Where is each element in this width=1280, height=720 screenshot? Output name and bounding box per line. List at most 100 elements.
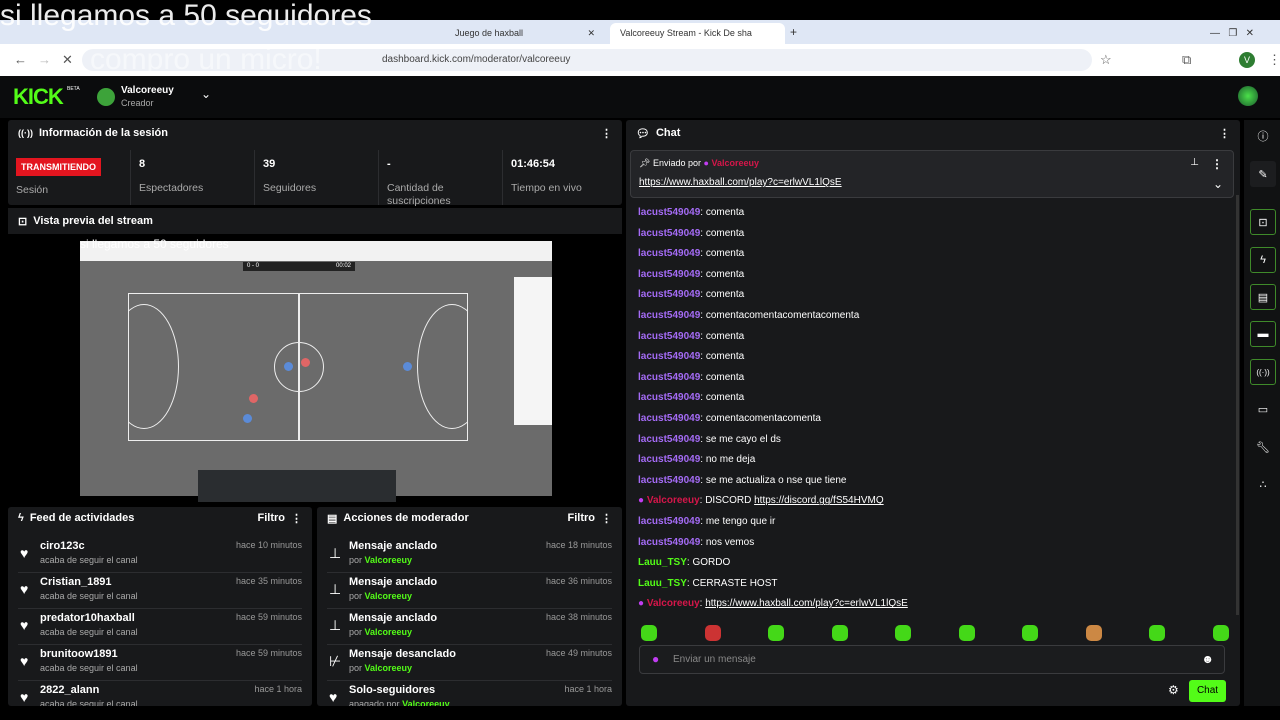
chat-message: ● Valcoreeuy: DISCORD https://discord.gg… [638, 495, 884, 507]
emote-button[interactable] [768, 625, 784, 641]
follower-name[interactable]: predator10haxball [40, 612, 135, 624]
moderator-name[interactable]: Valcoreeuy [364, 663, 413, 673]
chevron-down-icon[interactable]: ⌄ [201, 87, 212, 101]
chat-link[interactable]: https://discord.gg/fS54HVMQ [754, 495, 884, 507]
chat-username[interactable]: lacust549049 [638, 454, 701, 466]
more-options-icon[interactable]: ⋮ [601, 127, 612, 140]
emote-button[interactable] [1212, 625, 1229, 641]
emoji-icon[interactable]: ☻ [1201, 652, 1214, 666]
chat-username[interactable]: lacust549049 [638, 207, 701, 218]
info-icon[interactable]: ⓘ [1257, 131, 1269, 143]
status-badge: TRANSMITIENDO [16, 158, 101, 176]
extensions-icon[interactable]: ⧉ [1182, 52, 1192, 67]
moderator-name[interactable]: Valcoreeuy [364, 627, 413, 637]
new-tab-button[interactable]: + [790, 25, 798, 39]
url-input[interactable]: dashboard.kick.com/moderator/valcoreeuy [82, 49, 1092, 71]
moderator-name[interactable]: Valcoreeuy [364, 591, 413, 601]
edit-pencil-icon[interactable]: ✎ [1250, 161, 1276, 187]
channel-avatar [97, 88, 115, 106]
emote-button[interactable] [1022, 625, 1038, 641]
nodes-icon[interactable]: ∴ [1259, 478, 1267, 491]
chat-username[interactable]: lacust549049 [638, 371, 701, 383]
profile-avatar[interactable]: V [1239, 52, 1255, 68]
lightning-toggle-icon[interactable]: ϟ [1250, 247, 1276, 273]
moderator-name[interactable]: Valcoreeuy [364, 555, 413, 565]
user-avatar[interactable] [1238, 86, 1258, 106]
menu-dots-icon[interactable]: ⋮ [1268, 52, 1280, 67]
emote-button[interactable] [895, 625, 911, 641]
chat-message: lacust549049: me tengo que ir [638, 516, 776, 527]
chat-username[interactable]: Valcoreeuy [646, 598, 700, 610]
chat-username[interactable]: Valcoreeuy [646, 495, 700, 507]
follower-name[interactable]: ciro123c [40, 540, 85, 552]
bookmark-star-icon[interactable]: ☆ [1100, 52, 1112, 67]
game-scoreboard: 0 - 0 00:02 [243, 262, 355, 271]
chat-text: comenta [705, 268, 745, 280]
more-options-icon[interactable]: ⋮ [1211, 157, 1223, 171]
chat-username[interactable]: lacust549049 [638, 289, 701, 301]
chat-toggle-icon[interactable]: ▬ [1250, 321, 1276, 347]
chat-username[interactable]: lacust549049 [638, 392, 701, 404]
follower-name[interactable]: brunitoow1891 [40, 648, 118, 660]
emote-button[interactable] [1149, 625, 1165, 641]
browser-tab-active[interactable]: Valcoreeuy Stream - Kick De sha [610, 23, 785, 44]
pinned-user[interactable]: Valcoreeuy [711, 158, 759, 168]
activity-desc: acaba de seguir el canal [40, 591, 138, 601]
more-options-icon[interactable]: ⋮ [1219, 127, 1230, 140]
game-score: 0 - 0 [247, 263, 260, 269]
send-chat-button[interactable]: Chat [1189, 680, 1226, 702]
chat-username[interactable]: lacust549049 [638, 268, 701, 280]
chat-username[interactable]: lacust549049 [638, 433, 701, 445]
window-controls[interactable]: — ❐ ✕ [1210, 28, 1255, 39]
filter-button[interactable]: Filtro [257, 512, 286, 524]
back-icon[interactable]: ← [14, 52, 27, 67]
more-options-icon[interactable]: ⋮ [291, 512, 302, 525]
chat-username[interactable]: lacust549049 [638, 516, 701, 527]
kick-logo[interactable]: KICK [13, 84, 64, 109]
close-icon[interactable]: ✕ [587, 28, 595, 38]
more-options-icon[interactable]: ⋮ [601, 512, 612, 525]
chat-username[interactable]: lacust549049 [638, 474, 701, 486]
emote-button[interactable] [831, 625, 848, 641]
chat-message: lacust549049: nos vemos [638, 536, 755, 548]
chat-username[interactable]: lacust549049 [638, 330, 701, 342]
chat-username[interactable]: Lauu_TSY [638, 557, 687, 569]
browser-tab[interactable]: Juego de haxball ✕ [445, 23, 605, 44]
chat-message: lacust549049: no me deja [638, 454, 756, 466]
wrench-icon[interactable]: 🔧︎ [1256, 441, 1270, 454]
camera-icon[interactable]: ▭ [1257, 403, 1269, 416]
stream-video[interactable]: si llegamos a 50 seguidores 0 - 0 00:02 [80, 237, 552, 502]
chat-username[interactable]: lacust549049 [638, 413, 701, 424]
filter-button[interactable]: Filtro [567, 512, 596, 524]
stat-label: Seguidores [263, 182, 317, 194]
follower-name[interactable]: 2822_alann [40, 684, 100, 696]
chat-username[interactable]: lacust549049 [638, 536, 701, 548]
chat-username[interactable]: lacust549049 [638, 310, 701, 321]
broadcast-toggle-icon[interactable]: ((·)) [1250, 359, 1276, 385]
chat-scrollbar[interactable] [1236, 195, 1239, 615]
moderator-name[interactable]: Valcoreeuy [402, 699, 450, 706]
emote-button[interactable] [958, 625, 975, 641]
follower-name[interactable]: Cristian_1891 [40, 576, 112, 588]
stop-icon[interactable]: ✕ [62, 52, 73, 67]
stream-overlay-text-2: compro un micro! [90, 43, 322, 76]
pinned-link[interactable]: https://www.haxball.com/play?c=erlwVL1lQ… [639, 177, 842, 188]
chat-username[interactable]: lacust549049 [638, 248, 701, 260]
document-toggle-icon[interactable]: ▤ [1250, 284, 1276, 310]
pin-icon: ⊥ [329, 545, 342, 561]
chevron-down-icon[interactable]: ⌄ [1212, 177, 1223, 191]
chat-message-input[interactable]: ● Enviar un mensaje ☻ [639, 645, 1225, 674]
activity-desc: acaba de seguir el canal [40, 663, 138, 673]
forward-icon[interactable]: → [38, 52, 51, 67]
pin-icon[interactable]: ⊥ [1190, 157, 1199, 168]
chat-username[interactable]: Lauu_TSY [638, 577, 687, 589]
chat-username[interactable]: lacust549049 [638, 351, 701, 363]
stream-preview-toggle-icon[interactable]: ⊡ [1250, 209, 1276, 235]
chat-link[interactable]: https://www.haxball.com/play?c=erlwVL1lQ… [705, 598, 908, 610]
emote-button[interactable] [704, 625, 721, 641]
emote-button[interactable] [1085, 625, 1102, 641]
mod-action-item: ♥ Solo-seguidores apagado por Valcoreeuy ha… [327, 681, 612, 706]
settings-gear-icon[interactable]: ⚙ [1168, 683, 1179, 697]
chat-username[interactable]: lacust549049 [638, 227, 701, 239]
emote-button[interactable] [641, 625, 657, 641]
